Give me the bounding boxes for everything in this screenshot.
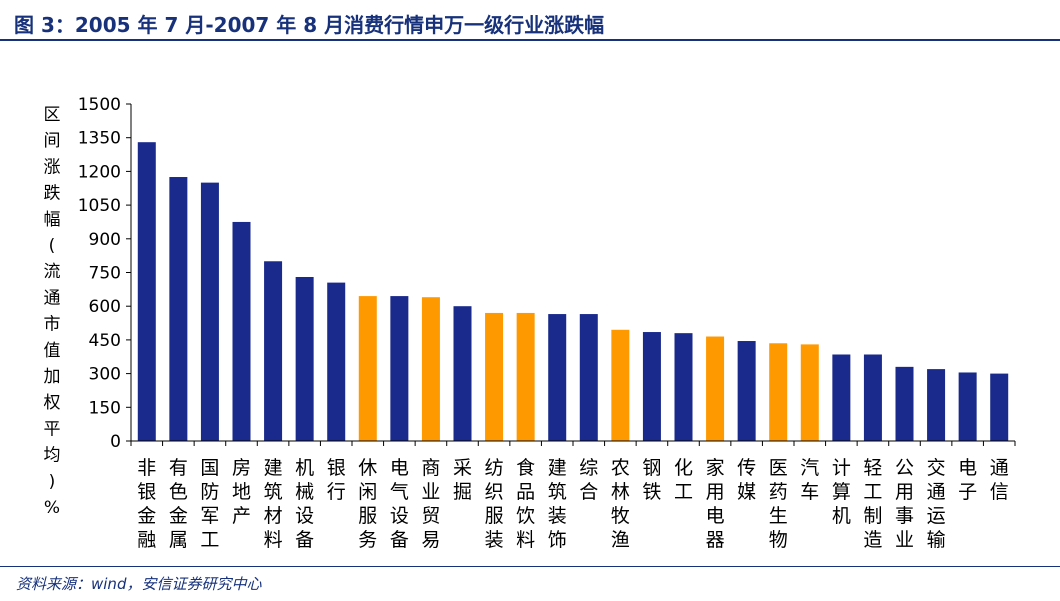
bar <box>137 142 156 441</box>
x-category-label: 电气设备 <box>390 457 409 551</box>
x-category-label: 建筑装饰 <box>548 457 567 551</box>
bar <box>927 369 946 441</box>
x-category-label: 农林牧渔 <box>611 457 630 551</box>
x-category-label: 休闲服务 <box>358 457 377 551</box>
x-category-label: 纺织服装 <box>485 457 504 551</box>
x-category-label: 钢铁 <box>642 457 661 503</box>
y-tick-label: 150 <box>89 398 121 418</box>
bar <box>516 312 535 441</box>
bar <box>895 366 914 441</box>
bar <box>579 314 598 441</box>
bar <box>327 282 346 441</box>
y-axis: 0 150 300 450 600 750 900 1050 1200 1350 1500 <box>78 95 132 452</box>
y-tick-label: 0 <box>110 432 121 452</box>
source-note: 资料来源：wind，安信证券研究中心 <box>16 575 262 593</box>
bar <box>453 306 472 441</box>
x-axis: 非银金融有色金属国防军工房地产建筑材料机械设备银行休闲服务电气设备商业贸易采掘纺… <box>130 440 1016 551</box>
bars <box>137 142 1009 441</box>
x-category-label: 有色金属 <box>169 457 188 551</box>
x-category-label: 化工 <box>674 457 693 503</box>
bar <box>264 261 283 441</box>
x-category-label: 交通运输 <box>927 457 946 551</box>
y-tick-label: 1500 <box>78 95 121 115</box>
x-category-label: 房地产 <box>232 457 251 527</box>
x-category-label: 通信 <box>990 457 1009 503</box>
x-category-label: 计算机 <box>832 457 851 527</box>
bar <box>642 332 661 441</box>
bar <box>169 177 188 441</box>
bar <box>358 296 377 441</box>
y-tick-label: 450 <box>89 331 121 351</box>
x-category-label: 国防军工 <box>200 457 219 551</box>
x-category-label: 食品饮料 <box>516 457 535 551</box>
bar <box>800 344 819 441</box>
footer-rule <box>0 566 1060 567</box>
bar <box>485 312 504 441</box>
title-rule <box>0 39 1060 41</box>
y-tick-label: 1200 <box>78 162 121 182</box>
bar <box>611 329 630 441</box>
bar <box>390 296 409 441</box>
bar <box>421 297 440 441</box>
x-category-label: 非银金融 <box>137 457 156 551</box>
x-category-label: 轻工制造 <box>863 457 882 551</box>
x-category-label: 综合 <box>579 457 598 503</box>
x-category-label: 建筑材料 <box>264 457 283 551</box>
y-axis-label: 区间涨跌幅(流通市值加权平均)% <box>44 105 61 518</box>
bar <box>674 333 693 441</box>
y-tick-label: 1350 <box>78 129 121 149</box>
x-category-label: 医药生物 <box>769 457 788 551</box>
x-category-label: 商业贸易 <box>421 457 440 551</box>
y-tick-label: 900 <box>89 230 121 250</box>
bar <box>200 182 219 441</box>
y-tick-label: 300 <box>89 365 121 385</box>
bar <box>863 354 882 441</box>
bar <box>769 343 788 441</box>
x-category-label: 电子 <box>958 457 977 503</box>
bar <box>295 276 314 441</box>
x-category-label: 银行 <box>327 457 346 503</box>
x-category-label: 公用事业 <box>895 457 914 551</box>
bar <box>706 336 725 441</box>
x-category-label: 机械设备 <box>295 457 314 551</box>
bar <box>737 341 756 441</box>
x-category-label: 汽车 <box>800 457 819 503</box>
x-category-label: 家用电器 <box>706 457 725 551</box>
bar <box>990 373 1009 441</box>
bar <box>232 221 251 441</box>
y-tick-label: 750 <box>89 264 121 284</box>
y-tick-label: 1050 <box>78 196 121 216</box>
figure-title: 图 3：2005 年 7 月-2007 年 8 月消费行情申万一级行业涨跌幅 <box>14 13 605 37</box>
bar <box>832 354 851 441</box>
bar <box>958 372 977 441</box>
x-category-label: 采掘 <box>453 457 472 503</box>
y-axis-title: 区间涨跌幅(流通市值加权平均)% <box>44 105 61 518</box>
y-tick-label: 600 <box>89 297 121 317</box>
x-category-label: 传媒 <box>737 457 756 503</box>
bar <box>548 314 567 441</box>
